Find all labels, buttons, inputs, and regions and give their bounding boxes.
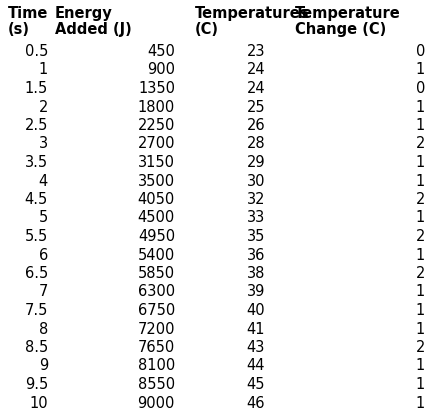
Text: Temperatures: Temperatures bbox=[195, 6, 310, 21]
Text: 4950: 4950 bbox=[138, 229, 175, 244]
Text: 30: 30 bbox=[246, 173, 265, 189]
Text: 6300: 6300 bbox=[138, 284, 175, 299]
Text: 2250: 2250 bbox=[138, 118, 175, 133]
Text: 28: 28 bbox=[246, 136, 265, 152]
Text: 6750: 6750 bbox=[138, 303, 175, 318]
Text: 8: 8 bbox=[39, 321, 48, 336]
Text: 1: 1 bbox=[416, 210, 425, 226]
Text: 2: 2 bbox=[416, 136, 425, 152]
Text: 1: 1 bbox=[416, 377, 425, 392]
Text: 1: 1 bbox=[416, 247, 425, 262]
Text: Temperature: Temperature bbox=[295, 6, 401, 21]
Text: 1: 1 bbox=[416, 396, 425, 410]
Text: 5: 5 bbox=[39, 210, 48, 226]
Text: 2700: 2700 bbox=[138, 136, 175, 152]
Text: 7.5: 7.5 bbox=[25, 303, 48, 318]
Text: Energy: Energy bbox=[55, 6, 113, 21]
Text: 1: 1 bbox=[416, 303, 425, 318]
Text: 45: 45 bbox=[246, 377, 265, 392]
Text: 10: 10 bbox=[29, 396, 48, 410]
Text: 2: 2 bbox=[416, 229, 425, 244]
Text: 8.5: 8.5 bbox=[25, 340, 48, 355]
Text: 3150: 3150 bbox=[138, 155, 175, 170]
Text: 39: 39 bbox=[247, 284, 265, 299]
Text: 4.5: 4.5 bbox=[25, 192, 48, 207]
Text: 1: 1 bbox=[416, 321, 425, 336]
Text: 1.5: 1.5 bbox=[25, 81, 48, 96]
Text: 6: 6 bbox=[39, 247, 48, 262]
Text: 1: 1 bbox=[416, 284, 425, 299]
Text: 1: 1 bbox=[39, 63, 48, 78]
Text: 24: 24 bbox=[246, 63, 265, 78]
Text: 46: 46 bbox=[246, 396, 265, 410]
Text: 2: 2 bbox=[416, 340, 425, 355]
Text: 23: 23 bbox=[246, 44, 265, 59]
Text: 32: 32 bbox=[246, 192, 265, 207]
Text: Time: Time bbox=[8, 6, 48, 21]
Text: 0: 0 bbox=[416, 81, 425, 96]
Text: 1: 1 bbox=[416, 118, 425, 133]
Text: 4500: 4500 bbox=[138, 210, 175, 226]
Text: 24: 24 bbox=[246, 81, 265, 96]
Text: 33: 33 bbox=[247, 210, 265, 226]
Text: 40: 40 bbox=[246, 303, 265, 318]
Text: 4: 4 bbox=[39, 173, 48, 189]
Text: (s): (s) bbox=[8, 22, 30, 37]
Text: 9.5: 9.5 bbox=[25, 377, 48, 392]
Text: 5.5: 5.5 bbox=[25, 229, 48, 244]
Text: 1800: 1800 bbox=[138, 100, 175, 115]
Text: 5400: 5400 bbox=[138, 247, 175, 262]
Text: Change (C): Change (C) bbox=[295, 22, 386, 37]
Text: 1350: 1350 bbox=[138, 81, 175, 96]
Text: 1: 1 bbox=[416, 359, 425, 373]
Text: 2: 2 bbox=[39, 100, 48, 115]
Text: 0: 0 bbox=[416, 44, 425, 59]
Text: 450: 450 bbox=[147, 44, 175, 59]
Text: 9000: 9000 bbox=[138, 396, 175, 410]
Text: 2: 2 bbox=[416, 192, 425, 207]
Text: 29: 29 bbox=[246, 155, 265, 170]
Text: 1: 1 bbox=[416, 100, 425, 115]
Text: 3: 3 bbox=[39, 136, 48, 152]
Text: 7200: 7200 bbox=[138, 321, 175, 336]
Text: 4050: 4050 bbox=[138, 192, 175, 207]
Text: 41: 41 bbox=[246, 321, 265, 336]
Text: 3500: 3500 bbox=[138, 173, 175, 189]
Text: 44: 44 bbox=[246, 359, 265, 373]
Text: 0.5: 0.5 bbox=[25, 44, 48, 59]
Text: 2: 2 bbox=[416, 266, 425, 281]
Text: 1: 1 bbox=[416, 63, 425, 78]
Text: 900: 900 bbox=[147, 63, 175, 78]
Text: 7: 7 bbox=[39, 284, 48, 299]
Text: 38: 38 bbox=[247, 266, 265, 281]
Text: 1: 1 bbox=[416, 173, 425, 189]
Text: 2.5: 2.5 bbox=[25, 118, 48, 133]
Text: 8550: 8550 bbox=[138, 377, 175, 392]
Text: 36: 36 bbox=[247, 247, 265, 262]
Text: 8100: 8100 bbox=[138, 359, 175, 373]
Text: 6.5: 6.5 bbox=[25, 266, 48, 281]
Text: 3.5: 3.5 bbox=[25, 155, 48, 170]
Text: 26: 26 bbox=[246, 118, 265, 133]
Text: 25: 25 bbox=[246, 100, 265, 115]
Text: 5850: 5850 bbox=[138, 266, 175, 281]
Text: 35: 35 bbox=[247, 229, 265, 244]
Text: 1: 1 bbox=[416, 155, 425, 170]
Text: 9: 9 bbox=[39, 359, 48, 373]
Text: 43: 43 bbox=[247, 340, 265, 355]
Text: 7650: 7650 bbox=[138, 340, 175, 355]
Text: (C): (C) bbox=[195, 22, 219, 37]
Text: Added (J): Added (J) bbox=[55, 22, 132, 37]
